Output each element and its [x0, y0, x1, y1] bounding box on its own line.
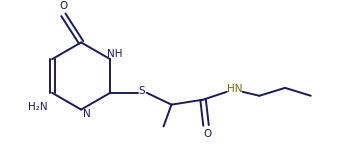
Text: H₂N: H₂N — [28, 102, 48, 112]
Text: O: O — [203, 129, 211, 139]
Text: S: S — [138, 86, 145, 96]
Text: N: N — [83, 108, 91, 119]
Text: O: O — [59, 1, 67, 11]
Text: NH: NH — [107, 49, 123, 59]
Text: HN: HN — [227, 84, 243, 94]
